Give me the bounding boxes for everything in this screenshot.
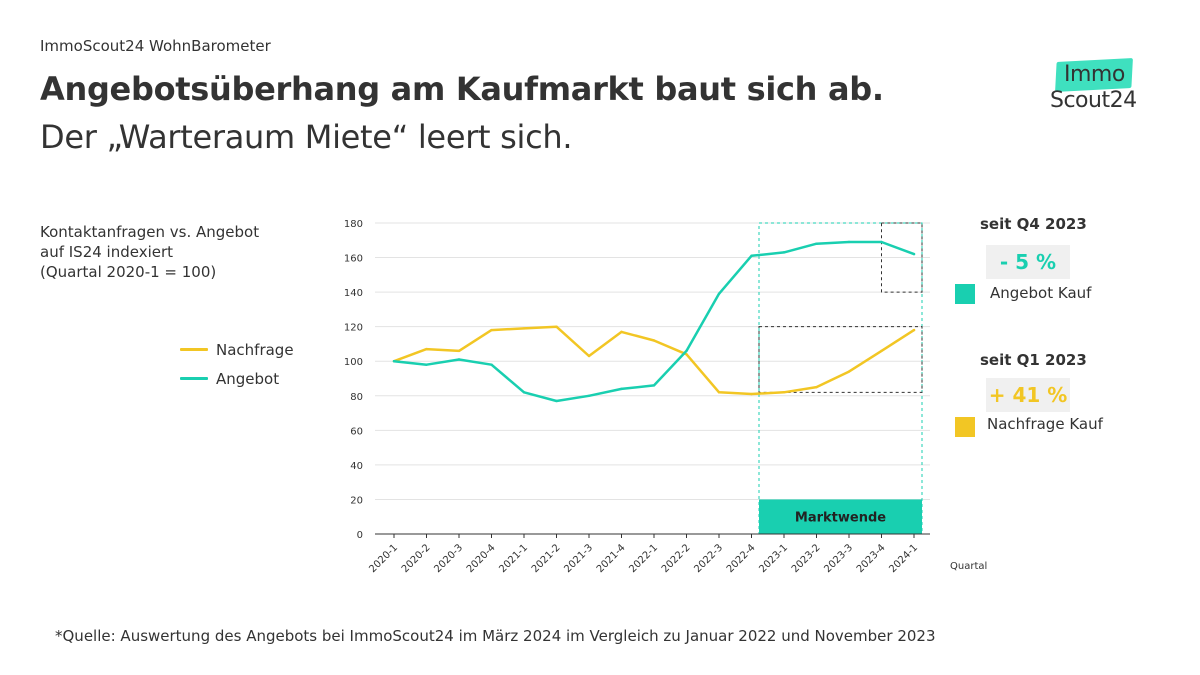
logo-text-scout: Scout24 bbox=[1050, 88, 1137, 113]
y-tick-140: 140 bbox=[344, 288, 363, 299]
point-angebot-2020-2 bbox=[425, 363, 428, 366]
brand-label: ImmoScout24 WohnBarometer bbox=[40, 37, 271, 55]
nachfrage-swatch bbox=[955, 417, 975, 437]
point-nachfrage-2024-1 bbox=[912, 328, 916, 332]
source-footnote: *Quelle: Auswertung des Angebots bei Imm… bbox=[55, 627, 936, 645]
x-tick-2021-3: 2021-3 bbox=[562, 542, 595, 575]
x-tick-2022-2: 2022-2 bbox=[660, 542, 693, 575]
angebot-since-label: seit Q4 2023 bbox=[980, 215, 1087, 233]
point-nachfrage-2021-2 bbox=[555, 325, 558, 328]
point-nachfrage-2022-2 bbox=[685, 353, 688, 356]
x-tick-2023-2: 2023-2 bbox=[790, 542, 823, 575]
y-tick-80: 80 bbox=[350, 392, 363, 403]
angebot-swatch bbox=[955, 284, 975, 304]
angebot-kauf-label: Angebot Kauf bbox=[990, 284, 1092, 302]
point-nachfrage-2023-1 bbox=[782, 391, 786, 394]
nachfrage-since-label: seit Q1 2023 bbox=[980, 351, 1087, 369]
chart-series bbox=[392, 240, 916, 403]
point-angebot-2021-4 bbox=[620, 387, 623, 391]
point-nachfrage-2020-3 bbox=[457, 349, 461, 353]
point-nachfrage-2021-1 bbox=[522, 327, 526, 330]
point-angebot-2021-1 bbox=[522, 391, 526, 394]
point-angebot-2021-2 bbox=[555, 399, 558, 403]
x-tick-2021-2: 2021-2 bbox=[530, 542, 563, 575]
point-nachfrage-2023-3 bbox=[847, 370, 851, 373]
point-angebot-2020-4 bbox=[490, 363, 493, 366]
logo-text-immo: Immo bbox=[1064, 62, 1125, 87]
point-angebot-2020-1 bbox=[392, 360, 396, 363]
point-nachfrage-2022-4 bbox=[750, 392, 753, 396]
y-tick-180: 180 bbox=[344, 219, 363, 230]
point-nachfrage-2020-2 bbox=[425, 347, 428, 351]
page-subtitle: Der „Warteraum Miete“ leert sich. bbox=[40, 118, 573, 156]
x-tick-2023-3: 2023-3 bbox=[822, 542, 855, 575]
point-nachfrage-2023-4 bbox=[880, 349, 883, 353]
x-tick-2024-1: 2024-1 bbox=[887, 542, 920, 575]
legend-line-angebot bbox=[180, 377, 208, 380]
x-tick-2021-4: 2021-4 bbox=[595, 542, 628, 575]
nachfrage-change-frame bbox=[758, 326, 923, 393]
x-tick-2023-4: 2023-4 bbox=[855, 542, 888, 575]
nachfrage-change-badge: + 41 % bbox=[986, 378, 1070, 412]
x-tick-2020-3: 2020-3 bbox=[432, 542, 465, 575]
y-tick-20: 20 bbox=[350, 495, 363, 506]
point-angebot-2020-3 bbox=[457, 358, 461, 361]
angebot-change-frame bbox=[881, 222, 923, 293]
point-angebot-2023-1 bbox=[782, 251, 786, 254]
point-nachfrage-2021-3 bbox=[587, 354, 591, 358]
angebot-change-badge: - 5 % bbox=[986, 245, 1070, 279]
chart-note-line1: Kontaktanfragen vs. Angebot bbox=[40, 223, 260, 241]
point-angebot-2021-3 bbox=[587, 394, 591, 397]
point-angebot-2022-1 bbox=[652, 384, 656, 387]
chart-annotations: Marktwende bbox=[758, 222, 923, 535]
point-nachfrage-2023-2 bbox=[815, 385, 818, 389]
point-angebot-2023-2 bbox=[815, 242, 818, 245]
y-tick-100: 100 bbox=[344, 357, 363, 368]
x-tick-2022-1: 2022-1 bbox=[627, 542, 660, 575]
legend-label-nachfrage: Nachfrage bbox=[216, 340, 294, 359]
point-angebot-2022-2 bbox=[685, 349, 688, 353]
page-title: Angebotsüberhang am Kaufmarkt baut sich … bbox=[40, 70, 884, 108]
legend-item-nachfrage: Nachfrage bbox=[180, 335, 294, 364]
marktwende-label: Marktwende bbox=[795, 511, 886, 526]
y-tick-0: 0 bbox=[357, 530, 363, 541]
legend-line-nachfrage bbox=[180, 348, 208, 351]
point-angebot-2024-1 bbox=[912, 252, 916, 256]
nachfrage-kauf-label: Nachfrage Kauf bbox=[987, 415, 1103, 433]
x-unit-label: Quartal bbox=[950, 561, 987, 572]
point-nachfrage-2021-4 bbox=[620, 330, 623, 334]
x-tick-2020-2: 2020-2 bbox=[400, 542, 433, 575]
chart-note-line2: auf IS24 indexiert bbox=[40, 243, 174, 261]
point-angebot-2022-4 bbox=[750, 254, 753, 258]
x-tick-2023-1: 2023-1 bbox=[757, 542, 790, 575]
point-nachfrage-2020-4 bbox=[490, 328, 493, 332]
x-tick-2022-4: 2022-4 bbox=[725, 542, 758, 575]
chart-note-line3: (Quartal 2020-1 = 100) bbox=[40, 263, 217, 281]
x-tick-2022-3: 2022-3 bbox=[692, 542, 725, 575]
legend-label-angebot: Angebot bbox=[216, 369, 280, 388]
point-nachfrage-2022-1 bbox=[652, 339, 656, 342]
immoscout24-logo: Immo Scout24 bbox=[1046, 56, 1146, 116]
legend-item-angebot: Angebot bbox=[180, 364, 294, 393]
y-tick-40: 40 bbox=[350, 461, 363, 472]
marktwende-frame bbox=[758, 222, 923, 535]
y-tick-160: 160 bbox=[344, 254, 363, 265]
point-nachfrage-2022-3 bbox=[717, 391, 721, 394]
point-angebot-2022-3 bbox=[717, 292, 721, 296]
point-angebot-2023-4 bbox=[880, 240, 883, 244]
x-tick-2021-1: 2021-1 bbox=[497, 542, 530, 575]
chart-note: Kontaktanfragen vs. Angebot auf IS24 ind… bbox=[40, 222, 259, 282]
x-tick-2020-4: 2020-4 bbox=[465, 542, 498, 575]
chart-legend: Nachfrage Angebot bbox=[180, 335, 294, 393]
point-angebot-2023-3 bbox=[847, 240, 851, 244]
x-tick-2020-1: 2020-1 bbox=[367, 542, 400, 575]
y-tick-60: 60 bbox=[350, 426, 363, 437]
marktwende-bar bbox=[759, 499, 922, 534]
y-tick-120: 120 bbox=[344, 323, 363, 334]
chart-grid bbox=[375, 222, 930, 500]
